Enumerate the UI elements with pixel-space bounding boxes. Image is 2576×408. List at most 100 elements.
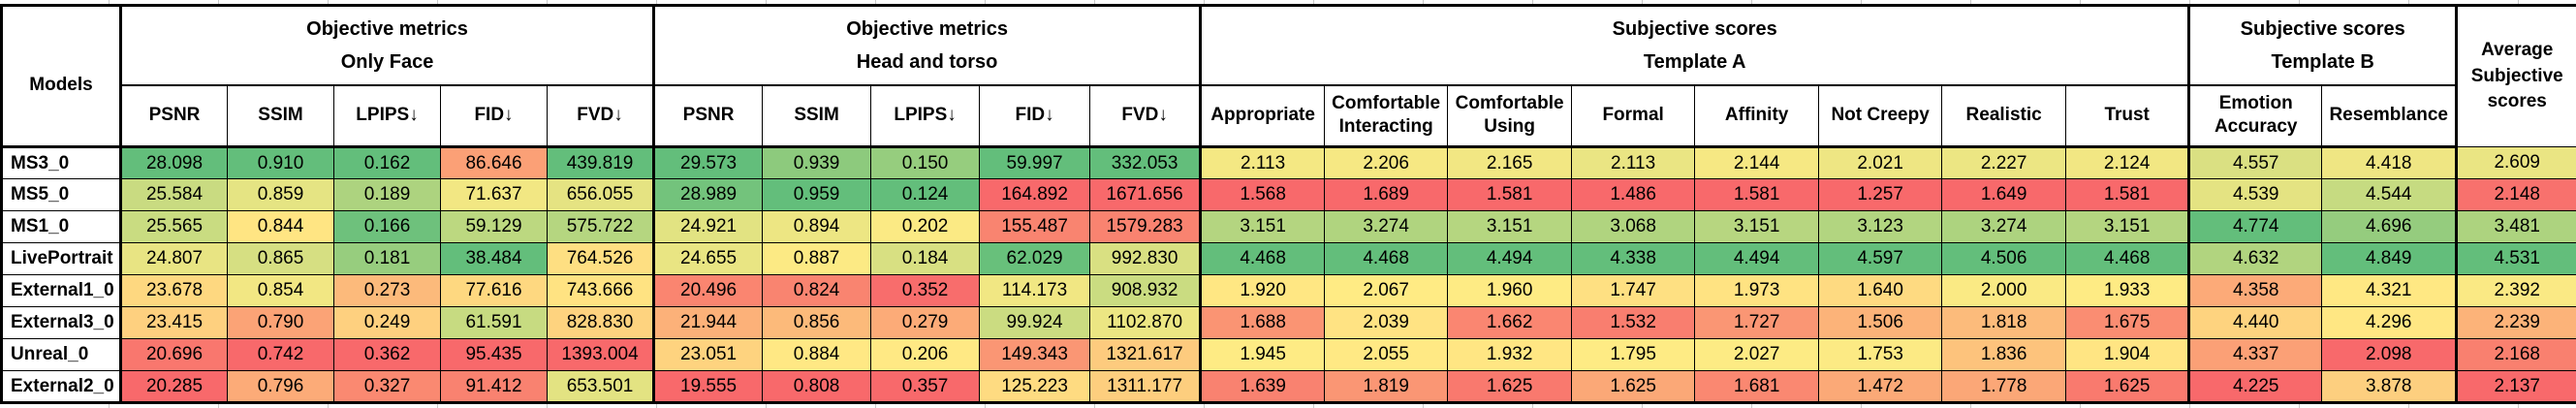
group-header-2: Subjective scores Template A	[1201, 6, 2189, 85]
average-subjective-scores-header: Average Subjective scores	[2457, 6, 2576, 147]
model-name: External2_0	[2, 371, 121, 403]
metric-cell: 2.239	[2457, 307, 2576, 339]
metric-cell: 1102.870	[1090, 307, 1201, 339]
metric-cell: 0.162	[334, 147, 441, 179]
metric-cell: 0.824	[763, 275, 871, 307]
column-header-trust: Trust	[2066, 85, 2189, 147]
metric-cell: 1.257	[1819, 179, 1942, 211]
metric-cell: 0.856	[763, 307, 871, 339]
metric-cell: 1.625	[1572, 371, 1695, 403]
metric-cell: 0.273	[334, 275, 441, 307]
metric-cell: 3.151	[1448, 211, 1572, 243]
metric-cell: 2.227	[1942, 147, 2066, 179]
metric-cell: 2.392	[2457, 275, 2576, 307]
metric-cell: 439.819	[548, 147, 654, 179]
metric-cell: 24.921	[654, 211, 763, 243]
metric-cell: 59.129	[441, 211, 548, 243]
metric-cell: 1.532	[1572, 307, 1695, 339]
metric-cell: 828.830	[548, 307, 654, 339]
metric-cell: 1.904	[2066, 339, 2189, 371]
metric-cell: 25.584	[121, 179, 228, 211]
metric-cell: 4.468	[1325, 243, 1448, 275]
metric-cell: 0.362	[334, 339, 441, 371]
metric-cell: 0.894	[763, 211, 871, 243]
model-name: External1_0	[2, 275, 121, 307]
model-name: LivePortrait	[2, 243, 121, 275]
metric-cell: 1579.283	[1090, 211, 1201, 243]
model-name: MS1_0	[2, 211, 121, 243]
metric-cell: 4.696	[2322, 211, 2457, 243]
metric-cell: 0.796	[228, 371, 334, 403]
metric-cell: 1.581	[2066, 179, 2189, 211]
metric-cell: 0.959	[763, 179, 871, 211]
metric-cell: 125.223	[980, 371, 1090, 403]
column-header-lpips-: LPIPS↓	[871, 85, 980, 147]
metric-cell: 2.206	[1325, 147, 1448, 179]
metric-cell: 95.435	[441, 339, 548, 371]
group-header-0: Objective metrics Only Face	[121, 6, 654, 85]
metric-cell: 4.774	[2189, 211, 2322, 243]
metric-cell: 4.225	[2189, 371, 2322, 403]
metric-cell: 4.358	[2189, 275, 2322, 307]
metric-cell: 0.910	[228, 147, 334, 179]
metric-cell: 1.649	[1942, 179, 2066, 211]
column-header-emotion-accuracy: Emotion Accuracy	[2189, 85, 2322, 147]
spreadsheet-gridline-edge-bottom	[0, 404, 2576, 408]
metric-cell: 3.878	[2322, 371, 2457, 403]
metric-cell: 0.352	[871, 275, 980, 307]
metric-cell: 2.113	[1201, 147, 1325, 179]
metric-cell: 992.830	[1090, 243, 1201, 275]
metric-cell: 3.123	[1819, 211, 1942, 243]
metric-cell: 23.678	[121, 275, 228, 307]
group-header-3: Subjective scores Template B	[2189, 6, 2457, 85]
metric-cell: 91.412	[441, 371, 548, 403]
metric-cell: 908.932	[1090, 275, 1201, 307]
metric-cell: 62.029	[980, 243, 1090, 275]
metric-cell: 1.727	[1695, 307, 1819, 339]
metric-cell: 2.148	[2457, 179, 2576, 211]
metric-cell: 2.067	[1325, 275, 1448, 307]
metric-cell: 3.151	[1695, 211, 1819, 243]
metric-cell: 0.150	[871, 147, 980, 179]
metric-cell: 332.053	[1090, 147, 1201, 179]
metric-cell: 0.279	[871, 307, 980, 339]
metric-cell: 0.887	[763, 243, 871, 275]
metric-cell: 2.098	[2322, 339, 2457, 371]
metric-cell: 21.944	[654, 307, 763, 339]
metric-cell: 164.892	[980, 179, 1090, 211]
metric-cell: 4.337	[2189, 339, 2322, 371]
metric-cell: 3.481	[2457, 211, 2576, 243]
metric-cell: 3.274	[1942, 211, 2066, 243]
column-header-fid-: FID↓	[980, 85, 1090, 147]
metric-cell: 1.472	[1819, 371, 1942, 403]
model-name: MS3_0	[2, 147, 121, 179]
metric-cell: 2.027	[1695, 339, 1819, 371]
metric-cell: 2.000	[1942, 275, 2066, 307]
metric-cell: 1.920	[1201, 275, 1325, 307]
metric-cell: 4.468	[1201, 243, 1325, 275]
model-name: Unreal_0	[2, 339, 121, 371]
metric-cell: 4.506	[1942, 243, 2066, 275]
metric-cell: 99.924	[980, 307, 1090, 339]
metric-cell: 1393.004	[548, 339, 654, 371]
metric-cell: 20.285	[121, 371, 228, 403]
metric-cell: 4.296	[2322, 307, 2457, 339]
model-name: External3_0	[2, 307, 121, 339]
metric-cell: 0.184	[871, 243, 980, 275]
metric-cell: 1.747	[1572, 275, 1695, 307]
metric-cell: 114.173	[980, 275, 1090, 307]
metric-cell: 575.722	[548, 211, 654, 243]
metric-cell: 1.675	[2066, 307, 2189, 339]
metric-cell: 1.486	[1572, 179, 1695, 211]
metric-cell: 1.945	[1201, 339, 1325, 371]
metric-cell: 23.051	[654, 339, 763, 371]
metric-cell: 1.640	[1819, 275, 1942, 307]
metric-cell: 1.688	[1201, 307, 1325, 339]
metric-cell: 77.616	[441, 275, 548, 307]
metric-cell: 0.742	[228, 339, 334, 371]
metric-cell: 1321.617	[1090, 339, 1201, 371]
